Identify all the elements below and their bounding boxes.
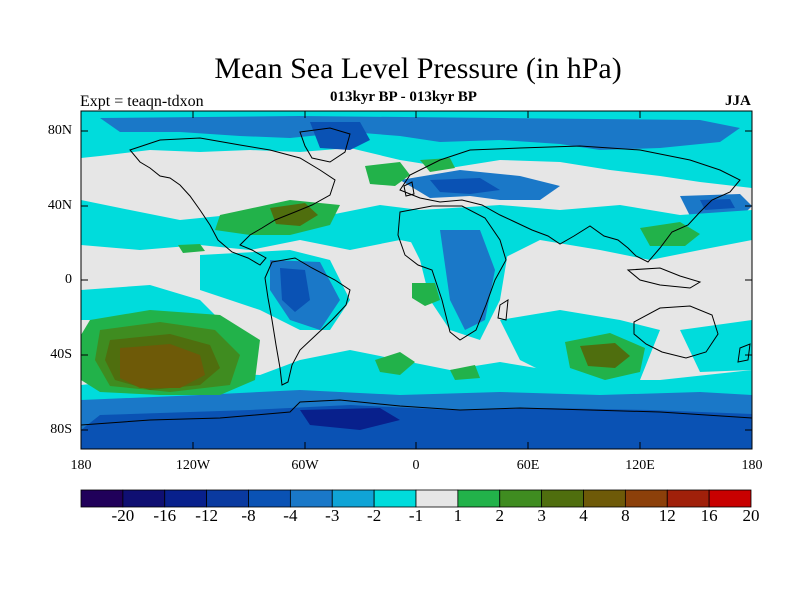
experiment-label: Expt = teaqn-tdxon — [80, 93, 204, 110]
pacific-darkblue — [700, 199, 735, 210]
colorbar-tick-label: -20 — [111, 506, 135, 525]
colorbar-swatch — [248, 489, 291, 508]
indonesia-coast — [626, 267, 702, 289]
colorbar-swatch — [122, 489, 166, 508]
colorbar-swatch — [708, 489, 752, 508]
colorbar-swatch — [331, 489, 375, 508]
colorbar-tick-label: -2 — [367, 506, 382, 525]
eurasia-darkblue — [430, 178, 500, 194]
map-title: Mean Sea Level Pressure (in hPa) — [214, 52, 622, 85]
south-america-coast — [264, 257, 351, 386]
colorbar-swatch — [206, 489, 249, 508]
lon-label-60e: 60E — [516, 458, 540, 473]
africa-green — [412, 283, 440, 306]
colorbar-tick-label: 12 — [658, 506, 676, 525]
colorbar-tick-label: 1 — [453, 506, 463, 525]
colorbar-tick-label: -12 — [195, 506, 218, 525]
colorbar-tick-label: 2 — [495, 506, 505, 525]
australia-coast — [633, 305, 719, 359]
lat-label-0: 0 — [65, 272, 72, 287]
axis-ticks — [81, 111, 752, 449]
colorbar-tick-label: -16 — [153, 506, 177, 525]
colorbar-tick-label: 4 — [579, 506, 588, 525]
north-america-coast — [129, 137, 336, 266]
colorbar-tick-label: -1 — [408, 506, 424, 525]
colorbar-tick-label: -3 — [325, 506, 340, 525]
colorbar-swatch — [624, 489, 668, 508]
uk-coast — [403, 181, 415, 197]
arctic-green — [365, 162, 410, 186]
south-atlantic-green — [375, 352, 415, 375]
lon-label-60w: 60W — [291, 458, 319, 473]
coastlines — [81, 127, 752, 426]
colorbar-tick-label: -4 — [283, 506, 298, 525]
pressure-field — [81, 111, 752, 449]
colorbar-swatch — [457, 489, 501, 508]
colorbar-swatch — [583, 489, 626, 508]
nz-cyan — [680, 320, 752, 372]
lat-label-40n: 40N — [47, 198, 72, 213]
map-subtitle: 013kyr BP - 013kyr BP — [330, 89, 477, 105]
africa-blue — [440, 230, 495, 330]
lon-label-180w: 180 — [70, 458, 92, 473]
lon-label-0: 0 — [412, 458, 420, 473]
south-pacific-high-core — [120, 344, 205, 388]
lat-label-40s: 40S — [50, 347, 72, 362]
new-zealand-coast — [737, 343, 751, 363]
colorbar — [80, 489, 752, 508]
arctic-blue-band — [100, 116, 740, 150]
lat-label-80s: 80S — [50, 422, 72, 437]
indian-ocean-high-olive — [580, 343, 630, 368]
tropical-pacific-green — [178, 244, 205, 253]
colorbar-swatch — [164, 489, 208, 508]
season-label: JJA — [725, 93, 751, 109]
lat-label-80n: 80N — [47, 123, 72, 138]
colorbar-tick-label: 8 — [621, 506, 630, 525]
colorbar-swatch — [415, 489, 459, 508]
lon-label-120e: 120E — [625, 458, 655, 473]
southern-green-patch — [450, 365, 480, 380]
colorbar-swatch — [289, 489, 333, 508]
antarctica-coast — [81, 399, 752, 426]
colorbar-swatch — [541, 489, 584, 508]
lon-label-120w: 120W — [175, 458, 211, 473]
colorbar-swatch — [666, 489, 710, 508]
south-america-darkblue — [280, 268, 310, 312]
siberia-green — [420, 158, 455, 172]
colorbar-tick-label: -8 — [241, 506, 256, 525]
colorbar-swatch — [373, 489, 417, 508]
atlantic-high-olive — [270, 203, 318, 226]
antarctic-core — [300, 408, 400, 430]
colorbar-swatch — [499, 489, 543, 508]
eurasia-coast — [399, 145, 741, 263]
colorbar-tick-label: 20 — [742, 506, 760, 525]
colorbar-tick-label: 16 — [700, 506, 718, 525]
colorbar-swatch — [80, 489, 124, 508]
lon-label-180e: 180 — [741, 458, 763, 473]
greenland-coast — [299, 127, 351, 163]
africa-coast — [397, 205, 507, 341]
colorbar-tick-label: 3 — [537, 506, 546, 525]
madagascar-coast — [497, 299, 509, 321]
